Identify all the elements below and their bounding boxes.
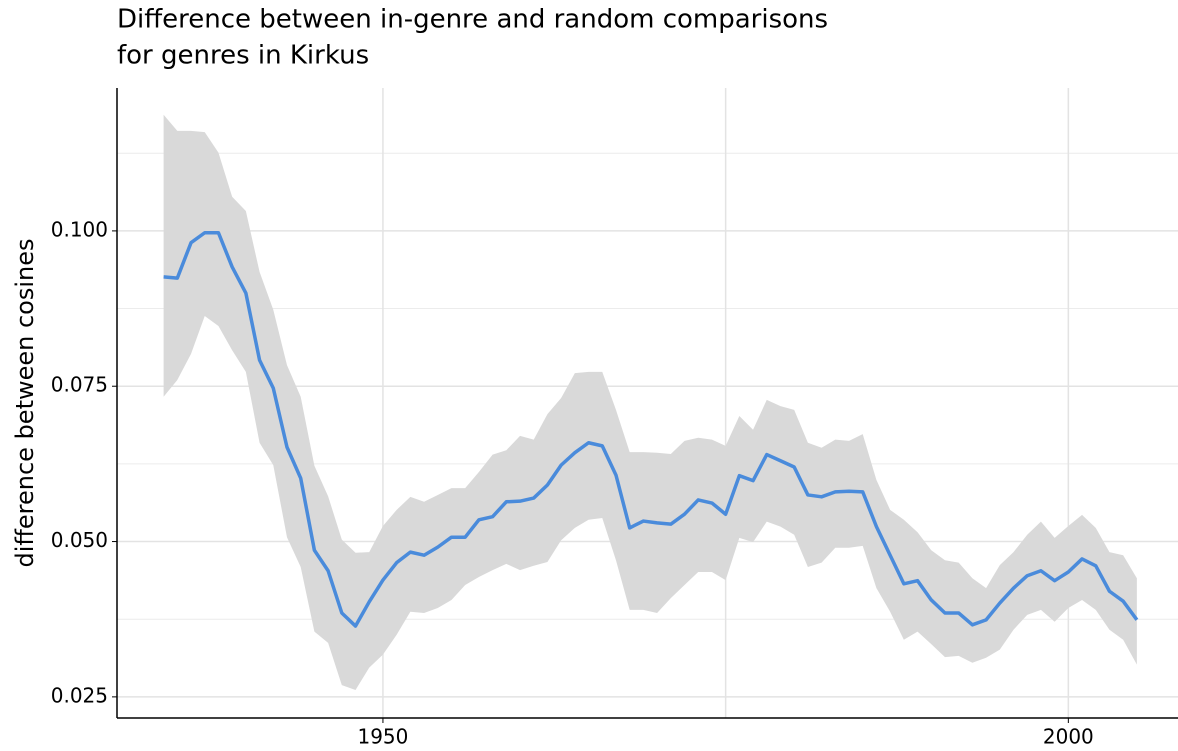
chart-title: Difference between in-genre and random c… bbox=[117, 5, 828, 35]
x-tick-label: 2000 bbox=[1043, 725, 1094, 749]
chart-title: for genres in Kirkus bbox=[117, 41, 369, 71]
y-tick-label: 0.050 bbox=[51, 528, 108, 552]
y-tick-label: 0.100 bbox=[51, 217, 108, 241]
y-tick-label: 0.025 bbox=[51, 683, 108, 707]
y-axis-title: difference between cosines bbox=[11, 238, 39, 567]
x-tick-label: 1950 bbox=[357, 725, 408, 749]
data-line bbox=[163, 231, 1139, 628]
confidence-band bbox=[163, 114, 1137, 691]
y-tick-label: 0.075 bbox=[51, 373, 108, 397]
